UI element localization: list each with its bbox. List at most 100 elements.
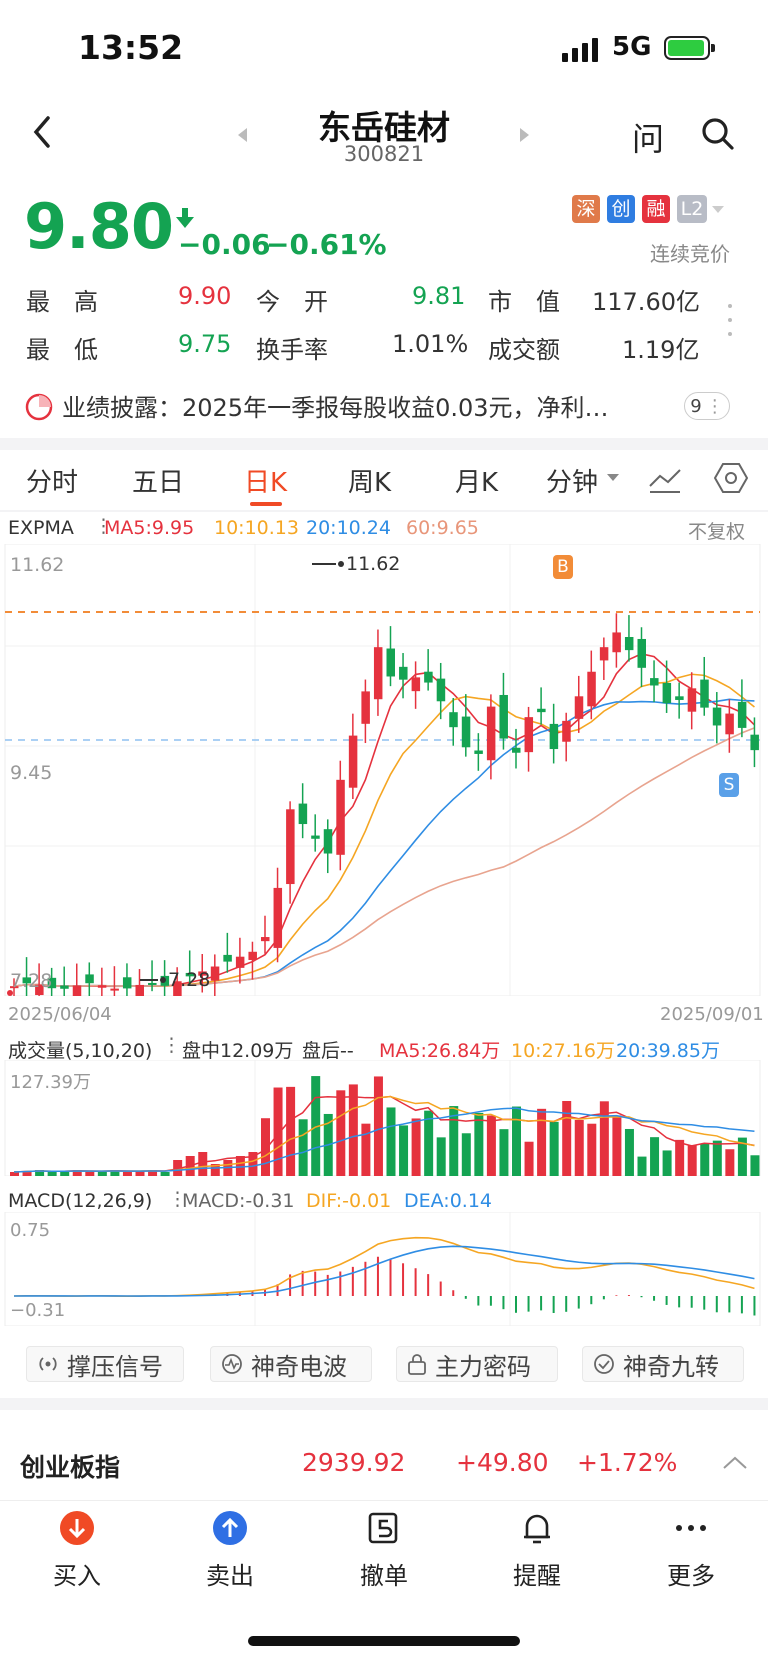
next-stock-icon[interactable] [520, 128, 530, 142]
candle [185, 972, 195, 977]
more-button[interactable]: 更多 [646, 1510, 736, 1591]
more-dots-icon [676, 1525, 706, 1531]
y-axis-top: 11.62 [10, 554, 65, 576]
minute-dropdown-icon[interactable] [607, 474, 619, 482]
buy-label: 买入 [53, 1562, 101, 1590]
candle [486, 706, 496, 761]
candle [599, 647, 609, 661]
badge-rong: 融 [642, 195, 670, 223]
volume-chart[interactable] [0, 1060, 768, 1176]
settings-hex-icon[interactable] [714, 462, 748, 494]
volume-bar [687, 1145, 697, 1176]
volume-max-label: 127.39万 [10, 1072, 91, 1093]
adjust-toggle[interactable]: 不复权 [688, 521, 746, 543]
candle [612, 632, 621, 653]
macd-title[interactable]: MACD(12,26,9) [8, 1190, 153, 1212]
buy-button[interactable]: 买入 [32, 1510, 122, 1591]
signal-support-resistance[interactable]: 撑压信号 [26, 1346, 184, 1382]
buy-marker[interactable]: B [553, 555, 573, 579]
tab-minute[interactable]: 分钟 [546, 468, 599, 498]
more-vertical-icon[interactable]: ⋮ [162, 1034, 181, 1056]
candle [373, 647, 383, 700]
signal-label: 神奇电波 [251, 1352, 347, 1381]
moving-average-line [13, 727, 755, 988]
volume-title[interactable]: 成交量(5,10,20) [8, 1040, 153, 1062]
chevron-down-icon[interactable] [712, 206, 724, 214]
candle [273, 887, 283, 948]
tab-daily-k[interactable]: 日K [244, 468, 288, 498]
candle [750, 734, 759, 751]
stock-code: 300821 [343, 142, 425, 166]
candle [411, 677, 421, 692]
back-icon[interactable] [30, 114, 54, 150]
candle [336, 779, 345, 855]
volume-bar [537, 1108, 547, 1176]
candle [235, 956, 245, 968]
volume-ma5: MA5:26.84万 [379, 1040, 501, 1062]
candle [624, 636, 634, 651]
kline-chart[interactable] [0, 544, 768, 996]
report-icon [25, 393, 53, 421]
prev-stock-icon[interactable] [238, 128, 248, 142]
macd-chart[interactable] [0, 1212, 768, 1326]
candle [110, 988, 119, 991]
disclosure-text[interactable]: 业绩披露：2025年一季报每股收益0.03元，净利… [62, 394, 609, 422]
signal-main-force-code[interactable]: 主力密码 [396, 1346, 558, 1382]
candle [712, 707, 722, 726]
low-marker: 7.28 [140, 969, 210, 991]
sell-button[interactable]: 卖出 [185, 1510, 275, 1591]
volume-bar [210, 1164, 220, 1176]
volume-bar [72, 1170, 82, 1176]
volume-bar [273, 1087, 283, 1176]
more-vertical-icon[interactable]: ⋮ [94, 515, 113, 537]
moving-average-line [13, 673, 755, 988]
kline-ma10: 10:10.13 [214, 517, 299, 539]
candle [399, 666, 408, 680]
index-name: 创业板指 [20, 1453, 121, 1482]
value-high: 9.90 [178, 282, 232, 310]
candle [650, 678, 659, 686]
ask-button[interactable]: 问 [632, 120, 665, 158]
search-icon[interactable] [700, 116, 736, 152]
battery-icon [664, 36, 715, 60]
volume-bar [85, 1172, 95, 1176]
down-arrow-icon [176, 208, 194, 228]
volume-bar [474, 1112, 484, 1176]
more-vertical-icon[interactable]: ⋮ [168, 1188, 187, 1210]
index-bar[interactable]: 创业板指 2939.92 +49.80 +1.72% [0, 1422, 768, 1498]
kline-indicator[interactable]: EXPMA [8, 517, 74, 539]
signal-label: 撑压信号 [67, 1352, 163, 1381]
divider [0, 510, 768, 512]
tab-weekly-k[interactable]: 周K [348, 468, 392, 498]
tab-5day[interactable]: 五日 [132, 468, 185, 498]
chevron-up-icon[interactable] [722, 1456, 748, 1470]
more-vertical-icon[interactable] [726, 302, 734, 338]
candle [386, 648, 395, 677]
cancel-order-button[interactable]: 撤单 [339, 1510, 429, 1591]
draw-line-icon[interactable] [648, 464, 682, 494]
sell-marker[interactable]: S [719, 773, 739, 797]
value-turnover: 1.01% [392, 330, 469, 358]
date-end: 2025/09/01 [660, 1004, 764, 1025]
candle [286, 809, 295, 885]
volume-bar [750, 1155, 760, 1176]
tab-intraday[interactable]: 分时 [26, 468, 79, 498]
cancel-order-label: 撤单 [360, 1562, 408, 1590]
signal-magic-wave[interactable]: 神奇电波 [210, 1346, 372, 1382]
kline-ma60: 60:9.65 [406, 517, 479, 539]
label-open: 今 开 [256, 288, 328, 316]
event-dot[interactable] [7, 990, 13, 996]
index-change-pct: +1.72% [577, 1448, 678, 1477]
home-indicator [248, 1636, 520, 1646]
signal-magic-nine[interactable]: 神奇九转 [582, 1346, 744, 1382]
moving-average-line [13, 653, 756, 988]
candle [148, 982, 157, 985]
badge-l2[interactable]: L2 [677, 195, 707, 223]
divider [0, 438, 768, 450]
tab-monthly-k[interactable]: 月K [455, 468, 499, 498]
kline-ma20: 20:10.24 [306, 517, 391, 539]
candle [261, 937, 270, 942]
volume-bar [675, 1139, 685, 1176]
disclosure-count-button[interactable]: 9 ⋮ [684, 392, 730, 420]
alert-button[interactable]: 提醒 [492, 1510, 582, 1591]
